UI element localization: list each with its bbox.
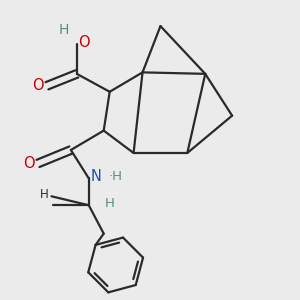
Text: N: N: [90, 169, 101, 184]
Text: O: O: [32, 78, 44, 93]
Text: ·H: ·H: [108, 170, 122, 183]
Text: O: O: [23, 156, 35, 171]
Text: O: O: [78, 35, 90, 50]
Text: H: H: [40, 188, 49, 201]
Text: H: H: [105, 197, 115, 210]
Text: H: H: [58, 22, 69, 37]
